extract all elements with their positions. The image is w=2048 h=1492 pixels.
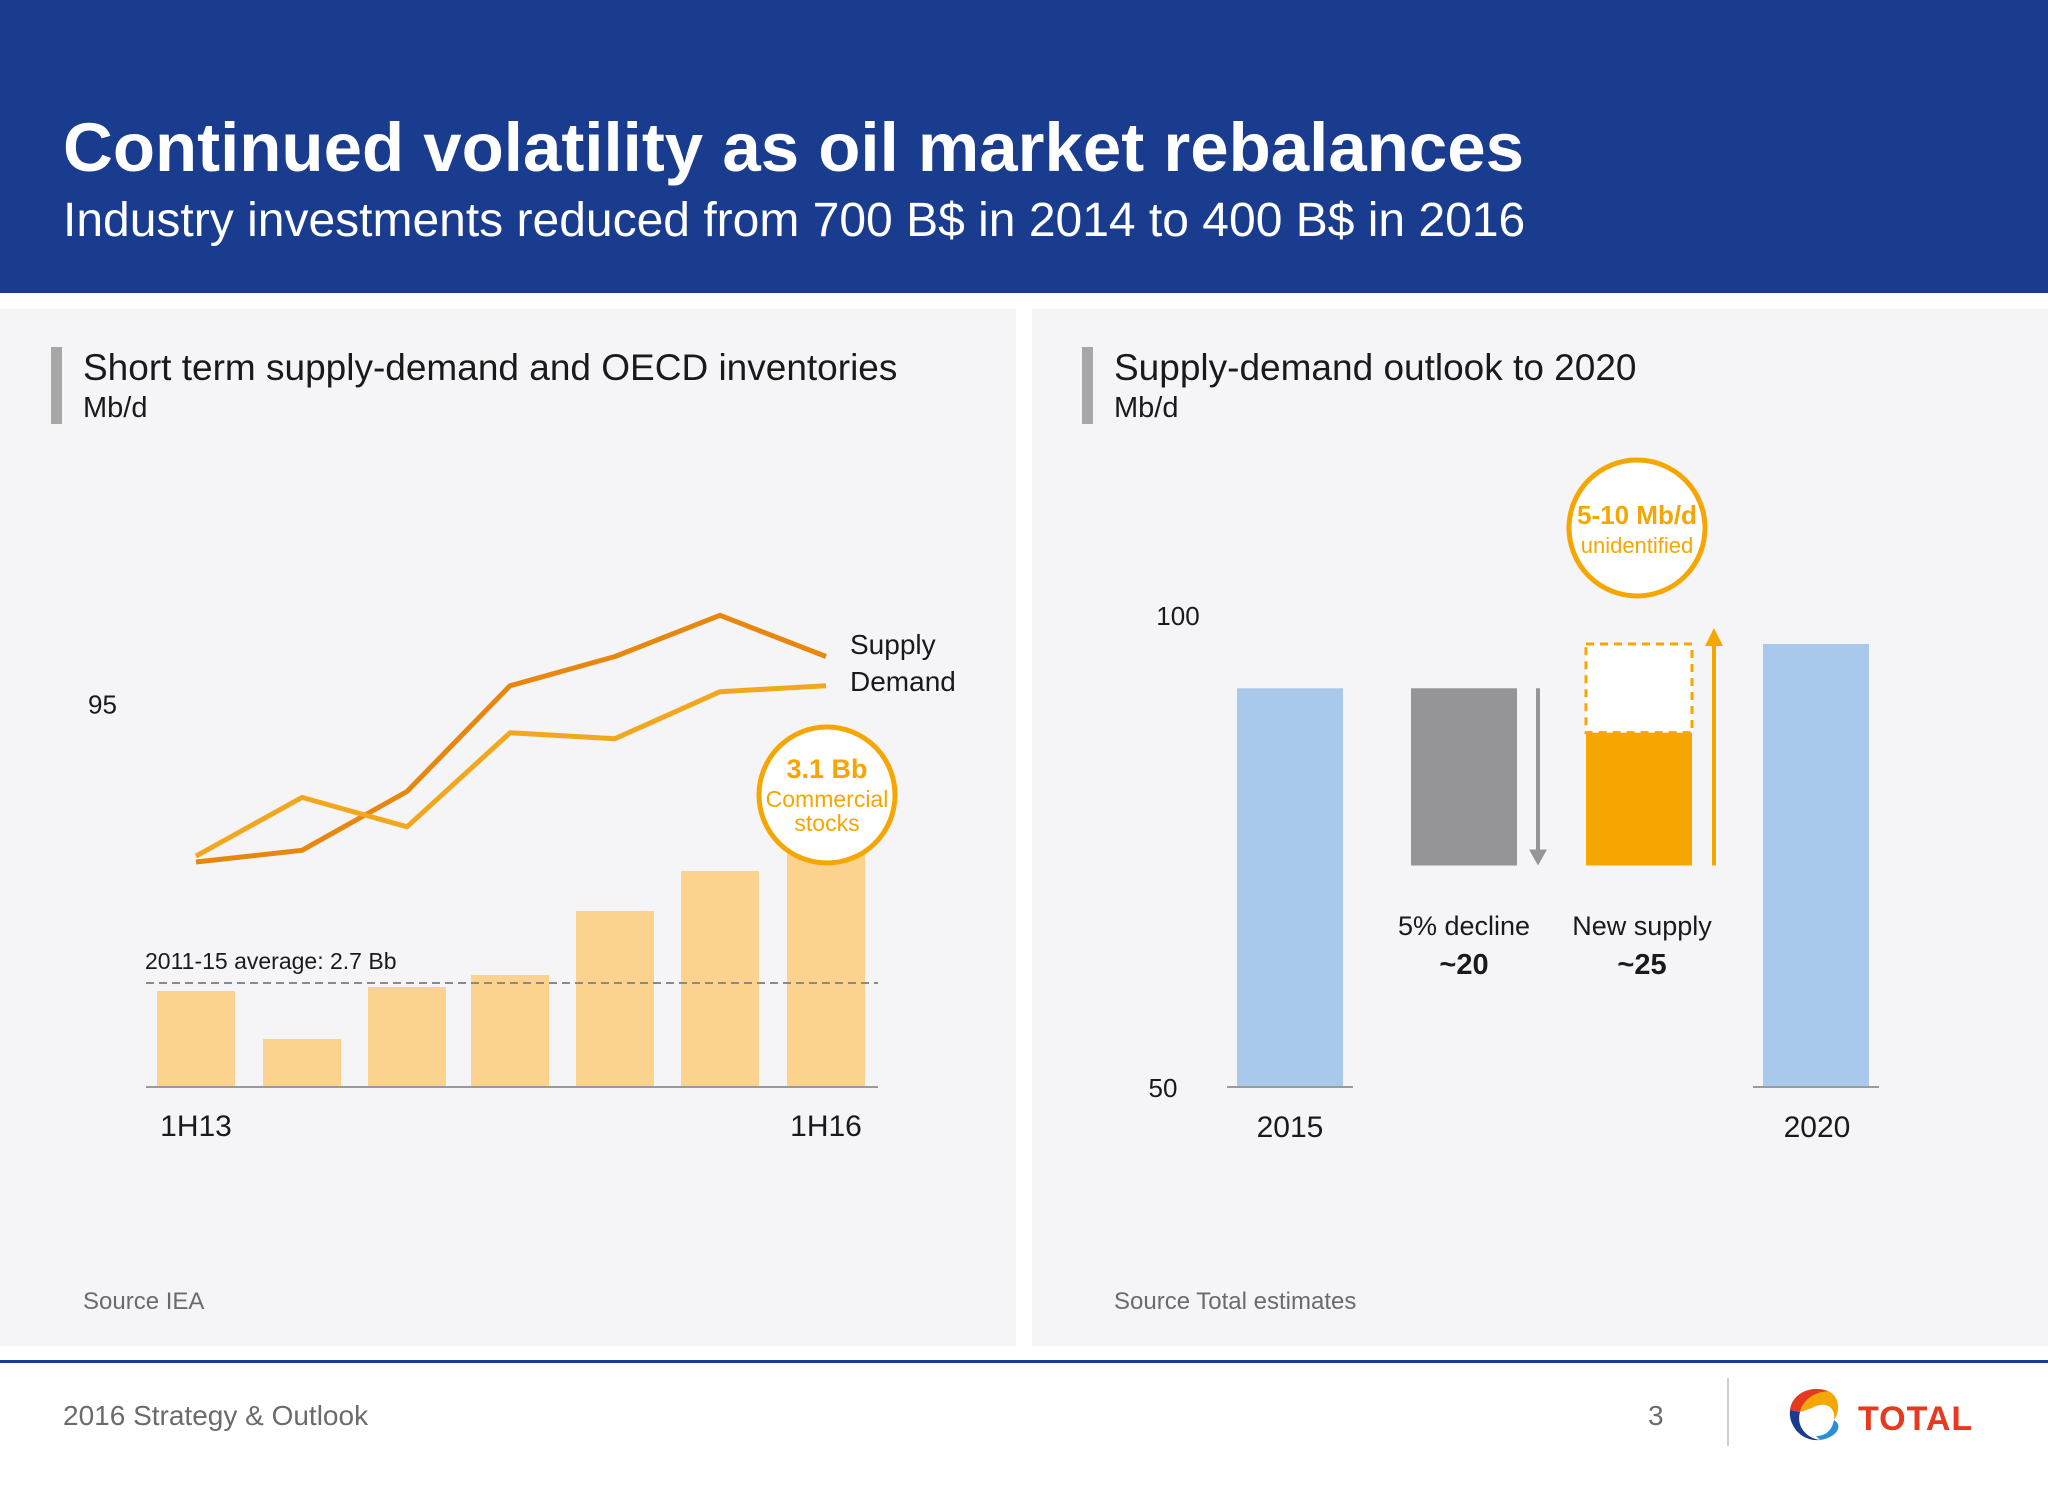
bar-decline	[1411, 688, 1517, 866]
left-panel-title: Short term supply-demand and OECD invent…	[83, 347, 898, 388]
average-label: 2011-15 average: 2.7 Bb	[145, 948, 396, 974]
left-panel-source: Source IEA	[83, 1288, 205, 1315]
inventory-bar	[471, 975, 549, 1087]
bar-new-supply	[1586, 732, 1692, 866]
series-line-supply	[195, 612, 827, 865]
header-band	[0, 0, 2048, 293]
bar-delta-decline: ~20	[1439, 949, 1488, 981]
bar-2020	[1763, 644, 1869, 1087]
inventory-bar	[263, 1039, 341, 1087]
footer-title: 2016 Strategy & Outlook	[63, 1400, 369, 1431]
callout-circle	[1566, 457, 1708, 599]
left-panel-unit: Mb/d	[83, 392, 148, 424]
callout-value: 3.1 Bb	[786, 754, 867, 784]
y-tick-label: 100	[1156, 601, 1199, 631]
page-number: 3	[1648, 1400, 1664, 1431]
callout-line2: stocks	[794, 810, 859, 836]
callout-circle	[756, 724, 898, 866]
inventory-bar	[681, 871, 759, 1087]
right-panel-accent	[1082, 347, 1093, 424]
inventory-bar	[368, 987, 446, 1087]
inventory-bar	[157, 991, 235, 1087]
bar-2015	[1237, 688, 1343, 1087]
page-title: Continued volatility as oil market rebal…	[63, 109, 1524, 186]
right-panel-unit: Mb/d	[1114, 392, 1179, 424]
new-supply-arrow-head	[1705, 628, 1723, 646]
callout-value: 5-10 Mb/d	[1577, 500, 1697, 530]
inventory-bar	[787, 831, 865, 1087]
series-label-demand: Demand	[850, 666, 956, 697]
footer-divider	[0, 1360, 2048, 1363]
bar-label-decline: 5% decline	[1398, 911, 1530, 941]
callout-line1: Commercial	[766, 786, 889, 812]
y-tick-label: 95	[88, 689, 117, 719]
callout-line1: unidentified	[1581, 533, 1694, 558]
right-panel-source: Source Total estimates	[1114, 1288, 1357, 1315]
y-tick-label: 50	[1149, 1073, 1178, 1103]
series-line-demand	[194, 683, 827, 859]
x-tick-label: 2020	[1784, 1111, 1851, 1144]
right-panel-title: Supply-demand outlook to 2020	[1114, 347, 1637, 388]
bar-delta-new-supply: ~25	[1617, 949, 1666, 981]
inventory-bar	[576, 911, 654, 1087]
x-tick-label: 1H16	[790, 1110, 862, 1143]
footer-separator	[1727, 1378, 1729, 1446]
supply-demand-chart: 2011-15 average: 2.7 Bb Supply Demand 95 1H1…	[88, 612, 956, 1143]
outlook-2020-chart: 100 50 2015 5% decline ~20 New supply ~25 2020 5…	[1149, 457, 1879, 1144]
total-logo-icon	[1789, 1388, 1839, 1441]
decline-arrow-head	[1529, 849, 1547, 866]
page-subtitle: Industry investments reduced from 700 B$…	[63, 194, 1526, 247]
x-tick-label: 1H13	[160, 1110, 232, 1143]
bar-label-new-supply: New supply	[1572, 911, 1712, 941]
series-label-supply: Supply	[850, 629, 936, 660]
bar-unidentified-dashed	[1584, 642, 1694, 735]
total-logo-text: TOTAL	[1858, 1400, 1974, 1438]
x-tick-label: 2015	[1257, 1111, 1324, 1144]
left-panel-accent	[51, 347, 62, 424]
